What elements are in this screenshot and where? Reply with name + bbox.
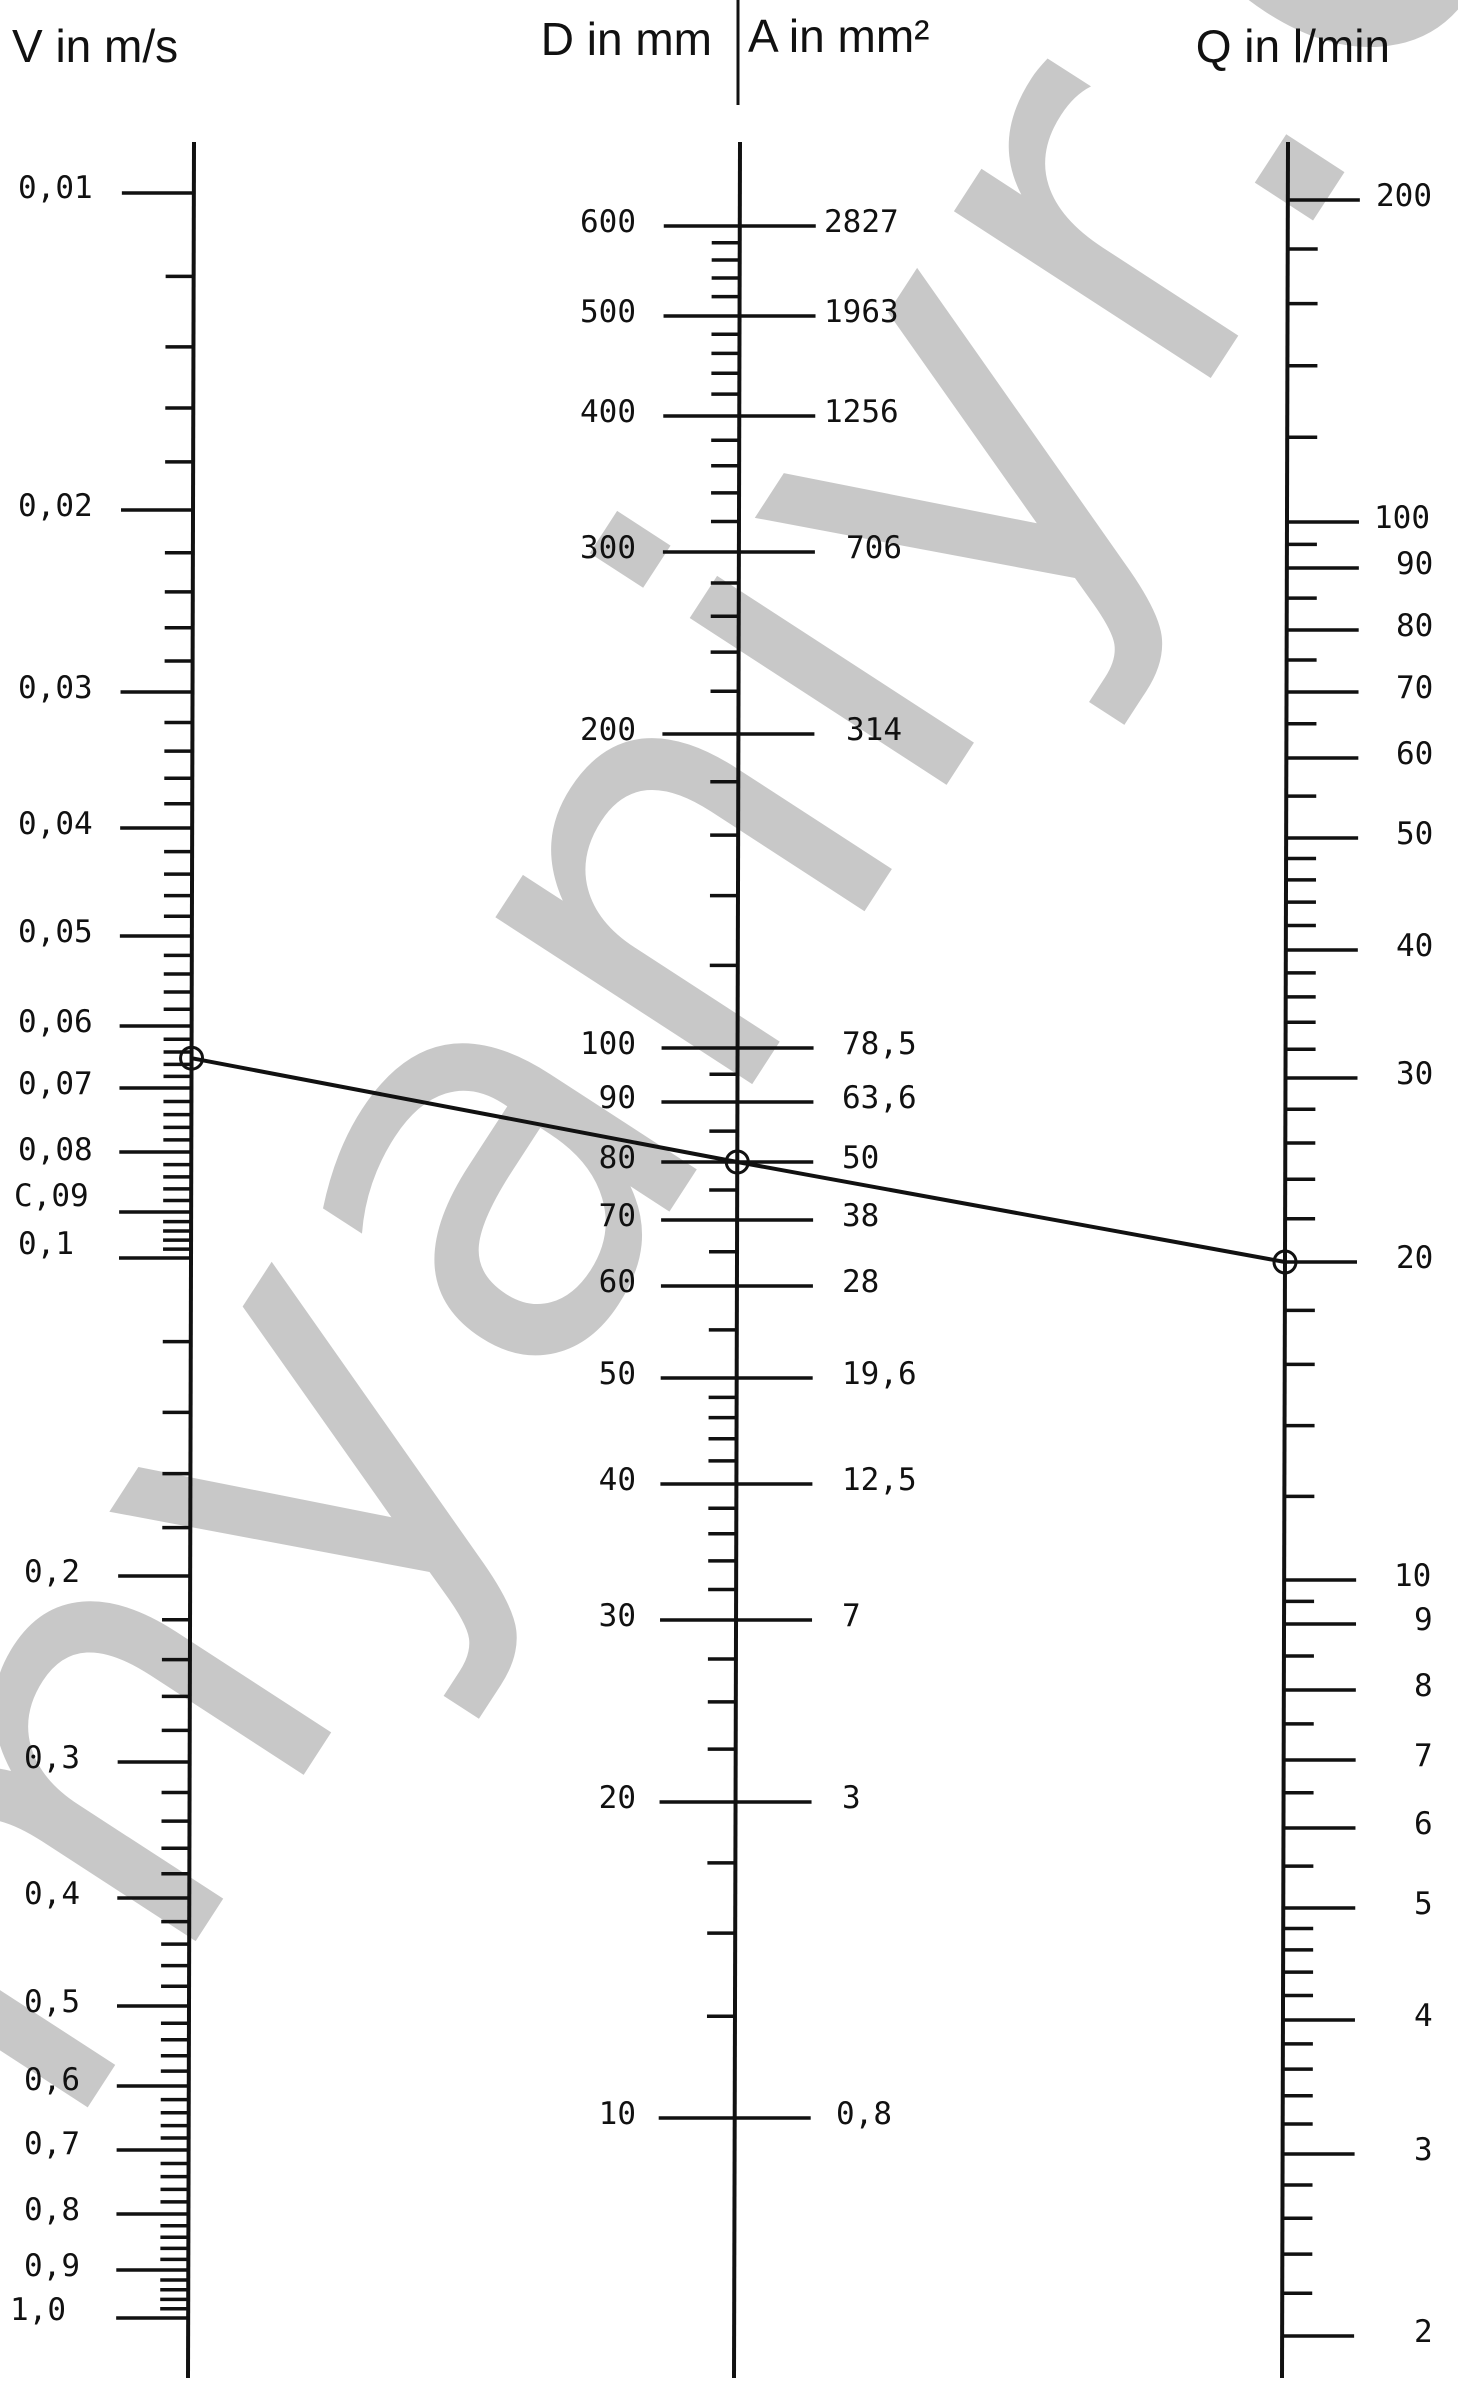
- d-label: 10: [599, 2096, 636, 2132]
- area-scale: 2827 1963 1256 706 314 78,5 63,6 50 38 2…: [824, 204, 917, 2132]
- area-axis-title: A in mm²: [748, 10, 929, 62]
- velocity-axis: [186, 141, 196, 2379]
- a-label: 28: [842, 1264, 879, 1300]
- v-label: 0,01: [18, 170, 93, 206]
- example-solution-line: [179, 1045, 1298, 1275]
- d-label: 600: [580, 204, 636, 240]
- v-label: C,09: [14, 1178, 89, 1214]
- v-label: 0,04: [18, 806, 93, 842]
- q-label: 40: [1396, 928, 1433, 964]
- a-label: 1963: [824, 294, 899, 330]
- v-label: 0,05: [18, 914, 93, 950]
- q-label: 100: [1374, 500, 1430, 536]
- q-label: 8: [1414, 1668, 1433, 1704]
- d-label: 30: [599, 1598, 636, 1634]
- velocity-axis-title: V in m/s: [12, 20, 178, 72]
- v-label: 0,1: [18, 1226, 74, 1262]
- flow-scale: 200 100 90 80 70 60 50 40 30 20 10 9 8 7…: [1374, 178, 1433, 2350]
- v-label: 0,8: [24, 2192, 80, 2228]
- v-label: 1,0: [10, 2292, 66, 2328]
- d-label: 90: [599, 1080, 636, 1116]
- v-label: 0,5: [24, 1984, 80, 2020]
- velocity-scale: 0,01 0,02 0,03 0,04 0,05 0,06 0,07 0,08 …: [10, 170, 93, 2328]
- d-label: 200: [580, 712, 636, 748]
- a-label: 706: [846, 530, 902, 566]
- v-label: 0,2: [24, 1554, 80, 1590]
- a-label: 0,8: [836, 2096, 892, 2132]
- d-label: 300: [580, 530, 636, 566]
- example-connecting-line: [191, 1056, 1286, 1264]
- q-label: 9: [1414, 1602, 1433, 1638]
- a-label: 19,6: [842, 1356, 917, 1392]
- q-label: 70: [1396, 670, 1433, 706]
- q-label: 80: [1396, 608, 1433, 644]
- v-label: 0,07: [18, 1066, 93, 1102]
- q-label: 5: [1414, 1886, 1433, 1922]
- q-label: 2: [1414, 2314, 1433, 2350]
- flow-axis-title: Q in l/min: [1196, 20, 1390, 72]
- d-label: 400: [580, 394, 636, 430]
- q-label: 7: [1414, 1738, 1433, 1774]
- example-q-point: [1272, 1249, 1298, 1275]
- d-label: 20: [599, 1780, 636, 1816]
- q-label: 6: [1414, 1806, 1433, 1842]
- a-label: 78,5: [842, 1026, 917, 1062]
- d-label: 80: [599, 1140, 636, 1176]
- q-label: 20: [1396, 1240, 1433, 1276]
- v-label: 0,3: [24, 1740, 80, 1776]
- flow-ticks: [1282, 198, 1360, 2338]
- q-label: 4: [1414, 1998, 1433, 2034]
- d-label: 60: [599, 1264, 636, 1300]
- a-label: 50: [842, 1140, 879, 1176]
- a-label: 3: [842, 1780, 861, 1816]
- q-label: 60: [1396, 736, 1433, 772]
- q-label: 30: [1396, 1056, 1433, 1092]
- example-d-point: [724, 1149, 750, 1175]
- v-label: 0,6: [24, 2062, 80, 2098]
- d-label: 500: [580, 294, 636, 330]
- q-label: 200: [1376, 178, 1432, 214]
- v-label: 0,03: [18, 670, 93, 706]
- d-label: 50: [599, 1356, 636, 1392]
- v-label: 0,4: [24, 1876, 80, 1912]
- example-v-point: [179, 1045, 205, 1071]
- diameter-axis: [732, 141, 742, 2379]
- a-label: 38: [842, 1198, 879, 1234]
- q-label: 3: [1414, 2132, 1433, 2168]
- a-label: 1256: [824, 394, 899, 430]
- v-label: 0,7: [24, 2126, 80, 2162]
- a-label: 63,6: [842, 1080, 917, 1116]
- d-label: 70: [599, 1198, 636, 1234]
- d-label: 40: [599, 1462, 636, 1498]
- q-label: 90: [1396, 546, 1433, 582]
- a-label: 2827: [824, 204, 899, 240]
- diameter-axis-title: D in mm: [541, 13, 712, 65]
- d-label: 100: [580, 1026, 636, 1062]
- a-label: 314: [846, 712, 902, 748]
- v-label: 0,08: [18, 1132, 93, 1168]
- q-label: 10: [1394, 1558, 1431, 1594]
- diameter-scale: 600 500 400 300 200 100 90 80 70 60 50 4…: [580, 204, 636, 2132]
- diameter-ticks: [658, 224, 816, 2120]
- v-label: 0,06: [18, 1004, 93, 1040]
- a-label: 12,5: [842, 1462, 917, 1498]
- v-label: 0,9: [24, 2248, 80, 2284]
- q-label: 50: [1396, 816, 1433, 852]
- a-label: 7: [842, 1598, 861, 1634]
- velocity-ticks: [116, 191, 194, 2320]
- v-label: 0,02: [18, 488, 93, 524]
